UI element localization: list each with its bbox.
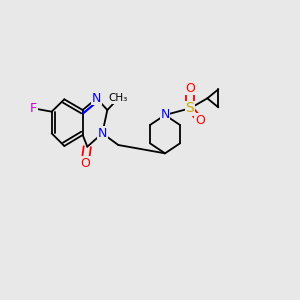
Text: N: N [92,92,101,105]
Text: N: N [98,127,107,140]
Text: N: N [160,109,170,122]
Text: S: S [186,101,194,115]
Text: CH₃: CH₃ [109,93,128,103]
Text: O: O [80,157,90,170]
Text: O: O [185,82,195,95]
Text: O: O [195,113,205,127]
Text: F: F [30,102,37,115]
